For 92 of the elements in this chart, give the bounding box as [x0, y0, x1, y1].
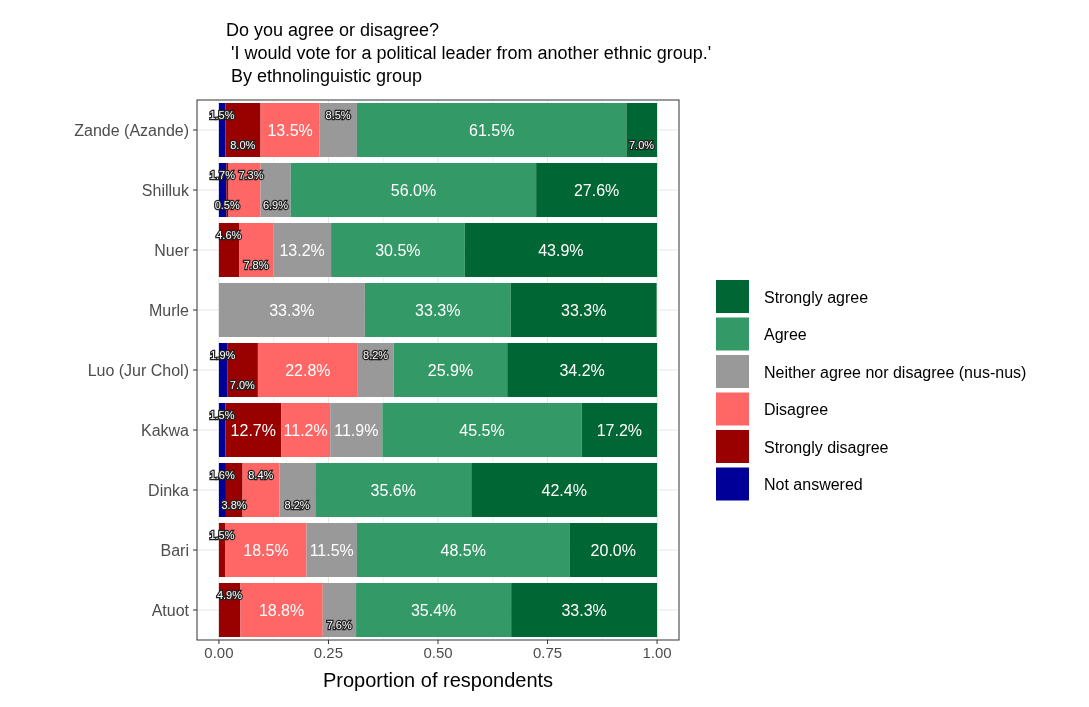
data-label: 11.2%	[283, 421, 328, 439]
data-label: 11.9%	[334, 421, 379, 439]
bar	[257, 343, 358, 397]
data-label: 27.6%	[573, 181, 620, 199]
data-label: 8.4%	[248, 468, 274, 481]
bar	[260, 103, 320, 157]
data-label: 1.5%	[209, 408, 235, 421]
data-label: 7.0%	[229, 378, 256, 391]
y-tick-label: Nuer	[154, 241, 190, 259]
data-label: 1.5%	[209, 528, 235, 541]
data-label: 33.3%	[561, 301, 607, 319]
bar	[364, 283, 511, 337]
x-axis-title: Proportion of respondents	[322, 669, 554, 691]
legend-label: Neither agree nor disagree (nus-nus)	[764, 363, 1027, 381]
bar	[507, 343, 658, 397]
x-tick-label: 0.00	[204, 644, 234, 661]
data-label: 7.6%	[326, 618, 352, 631]
data-label: 18.5%	[243, 541, 289, 559]
data-label: 22.8%	[285, 361, 331, 379]
bar	[273, 223, 332, 277]
bar	[393, 343, 508, 397]
x-tick-label: 0.50	[423, 644, 453, 661]
data-label: 7.8%	[243, 258, 269, 271]
y-tick-label: Atuot	[151, 601, 190, 619]
bar	[240, 583, 323, 637]
bar	[218, 283, 365, 337]
x-tick-label: 1.00	[642, 644, 672, 661]
bar	[331, 223, 465, 277]
bar	[330, 403, 383, 457]
data-label: 42.4%	[541, 481, 587, 499]
data-label: 0.5%	[214, 198, 240, 211]
data-label: 8.2%	[363, 348, 389, 361]
bar	[315, 463, 472, 517]
data-label: 56.0%	[390, 181, 437, 199]
bar	[356, 523, 570, 577]
data-label: 35.4%	[410, 601, 457, 619]
legend-label: Strongly agree	[764, 288, 869, 306]
data-label: 45.5%	[459, 421, 505, 439]
bar	[382, 403, 582, 457]
y-tick-label: Kakwa	[140, 421, 190, 439]
bar	[464, 223, 658, 277]
data-label: 20.0%	[590, 541, 636, 559]
bar	[511, 583, 658, 637]
data-label: 33.3%	[415, 301, 461, 319]
bar	[281, 403, 331, 457]
bar	[569, 523, 658, 577]
y-tick-label: Zande (Azande)	[74, 121, 189, 139]
data-label: 8.5%	[325, 108, 351, 121]
legend-label: Not answered	[764, 476, 863, 494]
legend-label: Strongly disagree	[764, 438, 889, 456]
data-label: 33.3%	[269, 301, 315, 319]
chart-subtitle: 'I would vote for a political leader from another ethnic group.' By ethnolinguistic group	[226, 43, 712, 86]
bar	[356, 103, 627, 157]
data-label: 13.2%	[279, 241, 325, 259]
data-label: 11.5%	[309, 541, 354, 559]
y-tick-label: Bari	[160, 541, 189, 559]
y-tick-label: Luo (Jur Chol)	[87, 361, 189, 379]
bar	[510, 283, 657, 337]
data-label: 1.7%	[209, 168, 236, 181]
data-label: 61.5%	[468, 121, 515, 139]
data-label: 1.5%	[209, 108, 235, 121]
legend-label: Agree	[764, 326, 807, 344]
bar	[471, 463, 658, 517]
data-label: 1.9%	[210, 348, 236, 361]
data-label: 17.2%	[596, 421, 643, 439]
chart-title: Do you agree or disagree?	[226, 20, 440, 40]
x-tick-label: 0.75	[532, 644, 563, 661]
data-label: 7.0%	[628, 138, 655, 151]
legend-label: Disagree	[764, 401, 829, 419]
x-tick-label: 0.25	[313, 644, 344, 661]
bar	[581, 403, 658, 457]
data-label: 6.9%	[262, 198, 289, 211]
data-label: 48.5%	[440, 541, 486, 559]
y-tick-label: Dinka	[148, 481, 190, 499]
data-label: 8.2%	[284, 498, 310, 511]
data-label: 18.8%	[258, 601, 305, 619]
data-label: 1.6%	[209, 468, 235, 481]
bar	[290, 163, 537, 217]
bar	[536, 163, 658, 217]
data-label: 34.2%	[559, 361, 605, 379]
data-label: 13.5%	[267, 121, 313, 139]
bar	[356, 583, 512, 637]
data-label: 30.5%	[375, 241, 421, 259]
data-label: 35.6%	[370, 481, 416, 499]
data-label: 33.3%	[561, 601, 607, 619]
data-label: 43.9%	[538, 241, 584, 259]
data-label: 25.9%	[427, 361, 474, 379]
y-tick-label: Murle	[148, 301, 190, 319]
bar	[306, 523, 357, 577]
y-tick-label: Shilluk	[141, 181, 190, 199]
data-label: 8.0%	[230, 138, 256, 151]
data-label: 12.7%	[230, 421, 276, 439]
